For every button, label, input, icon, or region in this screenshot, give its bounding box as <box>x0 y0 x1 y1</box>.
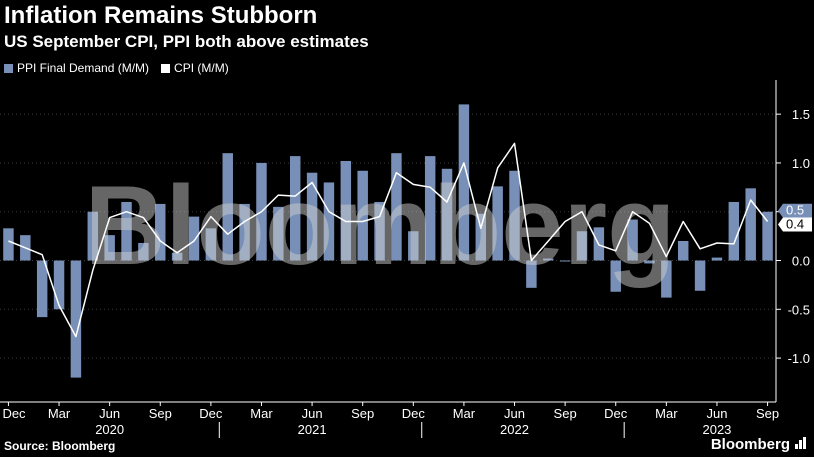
ppi-bar <box>694 260 706 291</box>
legend-label-ppi: PPI Final Demand (M/M) <box>17 61 150 75</box>
ppi-bar <box>728 201 740 261</box>
watermark: Bloomberg <box>84 163 675 288</box>
y-tick-label: 1.5 <box>792 107 810 122</box>
ppi-bar <box>509 170 520 261</box>
x-tick-label: Sep <box>351 406 374 421</box>
ppi-bar <box>677 241 689 261</box>
value-label-layer: 0.50.4 <box>778 203 812 232</box>
ppi-bar <box>87 211 99 261</box>
ppi-bar <box>3 228 14 261</box>
bar-chart-icon <box>795 436 806 453</box>
ppi-bar <box>205 228 217 261</box>
ppi-bar <box>171 252 183 261</box>
brand-logo: Bloomberg <box>711 436 806 453</box>
ppi-bar <box>475 213 487 261</box>
ppi-bar <box>239 203 250 261</box>
y-tick-label: 0.0 <box>792 254 810 269</box>
ppi-bar <box>306 172 318 261</box>
value-label-box <box>778 203 812 218</box>
x-tick-label: Jun <box>99 406 120 421</box>
value-label: 0.5 <box>786 203 804 218</box>
legend-item-ppi: PPI Final Demand (M/M) <box>4 61 149 75</box>
y-tick-label: -0.5 <box>788 302 810 317</box>
grid-layer <box>0 113 776 359</box>
ppi-bar <box>70 260 82 378</box>
x-tick-label: Sep <box>756 406 779 421</box>
ppi-bar <box>340 160 352 261</box>
value-label-box <box>778 217 812 232</box>
x-tick-label: Jun <box>706 406 727 421</box>
ppi-bar <box>408 231 419 261</box>
ppi-bar <box>745 188 756 261</box>
value-label: 0.4 <box>786 216 804 231</box>
ppi-bar <box>610 260 621 292</box>
x-tick-label: Sep <box>554 406 577 421</box>
ppi-bar <box>762 211 773 261</box>
ppi-bar <box>104 235 115 261</box>
x-tick-label: Dec <box>402 406 426 421</box>
ppi-bar <box>711 257 723 261</box>
year-label: 2020 <box>95 422 124 437</box>
ppi-bar <box>661 260 672 298</box>
ppi-bar <box>155 203 166 261</box>
ppi-bar <box>273 206 284 261</box>
ppi-bar <box>289 156 301 261</box>
ppi-bar <box>526 260 537 288</box>
cpi-line-layer <box>8 142 769 338</box>
ppi-bar <box>53 260 65 310</box>
chart-title: Inflation Remains Stubborn <box>4 2 318 29</box>
ppi-bar <box>424 156 436 261</box>
year-label: 2022 <box>500 422 529 437</box>
chart-subtitle: US September CPI, PPI both above estimat… <box>4 32 369 51</box>
x-tick-label: Mar <box>250 406 273 421</box>
ppi-bar <box>374 201 385 261</box>
legend-label-cpi: CPI (M/M) <box>174 61 229 75</box>
cpi-line <box>8 142 769 338</box>
ppi-bar <box>458 104 470 261</box>
axis-layer: -1.0 -0.5 0.0 0.5 1.0 1.5 Dec Mar Jun Sep Dec Mar Ju… <box>0 80 810 438</box>
legend: PPI Final Demand (M/M) CPI (M/M) <box>4 61 241 75</box>
ppi-bar <box>644 260 655 264</box>
ppi-bar <box>323 182 335 261</box>
ppi-bar <box>138 242 149 261</box>
x-tick-label: Dec <box>604 406 628 421</box>
ppi-bar <box>188 216 200 261</box>
ppi-bar <box>441 168 453 261</box>
x-tick-label: Dec <box>2 406 26 421</box>
legend-item-cpi: CPI (M/M) <box>161 61 229 75</box>
ppi-bar <box>121 201 132 261</box>
brand-name: Bloomberg <box>710 436 790 453</box>
x-tick-label: Sep <box>149 406 172 421</box>
x-tick-label: Jun <box>302 406 323 421</box>
x-tick-label: Mar <box>655 406 678 421</box>
year-label: 2023 <box>702 422 731 437</box>
legend-swatch-cpi <box>161 63 171 73</box>
ppi-bar <box>627 219 638 261</box>
ppi-bar <box>357 170 368 261</box>
legend-swatch-ppi <box>4 63 13 73</box>
y-tick-label: 1.0 <box>792 156 810 171</box>
ppi-bar <box>543 258 554 261</box>
ppi-bar <box>222 153 233 261</box>
y-tick-label: -1.0 <box>788 351 810 366</box>
ppi-bar <box>492 186 503 261</box>
x-tick-label: Jun <box>504 406 525 421</box>
ppi-bar <box>391 153 402 261</box>
x-tick-label: Mar <box>453 406 476 421</box>
x-tick-label: Dec <box>199 406 223 421</box>
ppi-bar <box>36 260 48 318</box>
x-tick-label: Mar <box>48 406 71 421</box>
source-note: Source: Bloomberg <box>4 439 116 453</box>
ppi-bar <box>576 231 588 261</box>
ppi-bar <box>559 260 571 262</box>
year-label: 2021 <box>298 422 327 437</box>
